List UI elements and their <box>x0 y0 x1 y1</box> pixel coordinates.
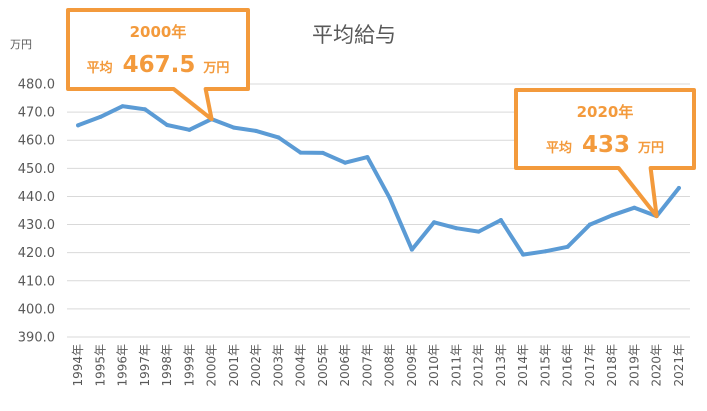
x-tick-label: 2018年 <box>605 344 619 387</box>
x-tick-label: 2016年 <box>561 344 575 387</box>
x-tick-label: 2013年 <box>494 344 508 387</box>
x-tick-label: 2012年 <box>472 344 486 387</box>
data-point <box>142 107 147 112</box>
x-tick-label: 1995年 <box>93 344 107 387</box>
y-tick-label: 430.0 <box>18 218 55 233</box>
callout-year: 2020年 <box>577 103 634 121</box>
x-tick-label: 2000年 <box>205 344 219 387</box>
callout-value-line: 平均 433 万円 <box>546 132 664 158</box>
x-tick-label: 2011年 <box>449 344 463 387</box>
callout-prefix: 平均 <box>87 60 113 76</box>
callout-value: 433 <box>582 132 630 158</box>
x-tick-label: 1997年 <box>138 344 152 387</box>
callout-box <box>514 88 696 219</box>
x-tick-label: 2009年 <box>405 344 419 387</box>
x-tick-label: 2021年 <box>672 344 686 387</box>
x-axis-ticks: 1994年 1995年 1996年 1997年 1998年 1999年 2000年 2001年… <box>71 344 686 387</box>
callout-value: 467.5 <box>123 52 196 78</box>
data-point <box>120 104 125 109</box>
y-tick-label: 480.0 <box>18 78 55 93</box>
y-tick-label: 460.0 <box>18 134 55 149</box>
callout-value-line: 平均 467.5 万円 <box>87 52 230 78</box>
data-point <box>76 123 81 128</box>
data-point <box>254 128 259 133</box>
x-tick-label: 2004年 <box>294 344 308 387</box>
data-point <box>476 229 481 234</box>
callout-year: 2000年 <box>130 23 187 41</box>
data-point <box>565 244 570 249</box>
unit-label: 万円 <box>10 38 32 51</box>
y-tick-label: 390.0 <box>18 331 55 346</box>
data-point <box>610 213 615 218</box>
x-tick-label: 2003年 <box>271 344 285 387</box>
x-tick-label: 2008年 <box>383 344 397 387</box>
x-tick-label: 2007年 <box>360 344 374 387</box>
x-tick-label: 1999年 <box>182 344 196 387</box>
data-point <box>343 160 348 165</box>
y-axis-ticks: 390.0 400.0 410.0 420.0 430.0 440.0 450.0 460.0… <box>18 78 55 346</box>
data-point <box>276 135 281 140</box>
series-layer <box>76 104 681 257</box>
y-tick-label: 420.0 <box>18 246 55 261</box>
data-point <box>231 125 236 130</box>
x-tick-label: 2010年 <box>427 344 441 387</box>
data-point <box>454 226 459 231</box>
y-tick-label: 470.0 <box>18 106 55 121</box>
data-point <box>676 186 681 191</box>
data-point <box>587 222 592 227</box>
x-tick-label: 1996年 <box>116 344 130 387</box>
x-tick-label: 1998年 <box>160 344 174 387</box>
data-point <box>165 123 170 128</box>
data-point <box>498 218 503 223</box>
data-point <box>632 205 637 210</box>
y-tick-label: 450.0 <box>18 162 55 177</box>
data-point <box>298 150 303 155</box>
data-point <box>543 249 548 254</box>
y-tick-label: 440.0 <box>18 190 55 205</box>
gridlines <box>67 83 690 338</box>
chart-title: 平均給与 <box>312 23 396 47</box>
callout-suffix: 万円 <box>637 141 664 156</box>
x-tick-label: 2020年 <box>650 344 664 387</box>
data-point <box>409 247 414 252</box>
x-tick-label: 2005年 <box>316 344 330 387</box>
x-tick-label: 2019年 <box>627 344 641 387</box>
x-tick-label: 2002年 <box>249 344 263 387</box>
x-tick-label: 1994年 <box>71 344 85 387</box>
series-line <box>76 104 681 257</box>
data-point <box>521 252 526 257</box>
data-point <box>387 195 392 200</box>
data-point <box>320 150 325 155</box>
y-tick-label: 400.0 <box>18 302 55 317</box>
x-tick-label: 2001年 <box>227 344 241 387</box>
data-point <box>187 127 192 132</box>
callout-prefix: 平均 <box>546 140 572 156</box>
data-point <box>365 155 370 160</box>
callout-suffix: 万円 <box>202 61 229 76</box>
x-tick-label: 2006年 <box>338 344 352 387</box>
x-tick-label: 2014年 <box>516 344 530 387</box>
y-tick-label: 410.0 <box>18 274 55 289</box>
x-tick-label: 2017年 <box>583 344 597 387</box>
callout-box <box>66 8 250 122</box>
data-point <box>432 220 437 225</box>
x-tick-label: 2015年 <box>538 344 552 387</box>
data-point <box>98 114 103 119</box>
